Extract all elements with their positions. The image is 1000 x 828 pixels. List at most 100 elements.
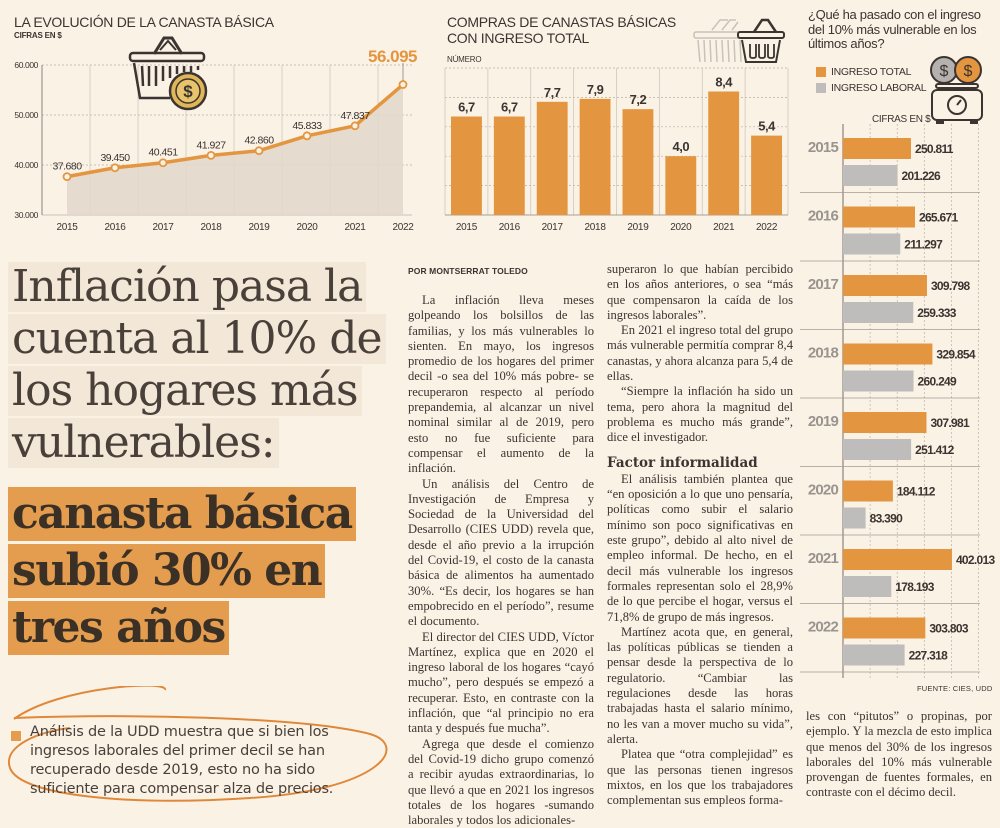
data-label-highlight: 56.095	[368, 47, 417, 66]
paragraph: les con “pitutos” o propinas, por ejempl…	[806, 709, 992, 800]
bar-ingreso-total	[843, 480, 893, 502]
bar	[622, 109, 654, 215]
paragraph: Martínez acota que, en general, las polí…	[607, 624, 793, 746]
paragraph: El análisis también plantea que “en opos…	[607, 471, 793, 624]
data-point	[158, 158, 168, 168]
category-label: 2018	[808, 345, 839, 362]
data-point	[350, 121, 360, 131]
chart-source: FUENTE: CIES, UDD	[917, 684, 993, 693]
article-column-1: La inflación lleva meses golpeando los b…	[408, 293, 594, 828]
headline-bold-line: canasta básica	[8, 487, 356, 541]
headline-line: los hogares más	[8, 366, 362, 416]
data-label: 5,4	[758, 119, 776, 134]
bar-ingreso-laboral	[843, 507, 866, 529]
bar-ingreso-laboral	[843, 302, 914, 323]
x-tick-label: 2015	[56, 222, 78, 233]
category-label: 2019	[808, 413, 839, 430]
data-label: 329.854	[936, 348, 976, 362]
data-label: 6,7	[501, 100, 518, 115]
data-label: 250.811	[915, 142, 954, 156]
bar-ingreso-total	[843, 206, 915, 228]
data-label: 211.297	[904, 238, 943, 252]
data-label: 251.412	[915, 443, 955, 457]
data-label: 4,0	[673, 139, 690, 154]
data-label: 259.333	[917, 306, 957, 320]
data-label: 309.798	[931, 279, 971, 293]
data-point	[254, 146, 264, 156]
y-tick-label: 40.000	[14, 160, 38, 170]
data-label: 6,7	[458, 100, 475, 115]
bar-chart-title: COMPRAS DE CANASTAS BÁSICAS CON INGRESO …	[447, 14, 676, 46]
data-label: 41.927	[196, 139, 226, 151]
x-tick-label: 2015	[456, 222, 478, 233]
data-point	[62, 172, 72, 182]
bar-ingreso-total	[843, 617, 926, 639]
lede-line: suficiente para compensar alza de precio…	[30, 781, 334, 797]
hbar-chart-title: ¿Qué ha pasado con el ingreso del 10% má…	[808, 7, 981, 51]
bar-ingreso-total	[843, 138, 911, 159]
paragraph: La inflación lleva meses golpeando los b…	[408, 293, 594, 476]
x-tick-label: 2022	[392, 222, 414, 233]
x-tick-label: 2019	[248, 222, 270, 233]
svg-text:$: $	[183, 82, 193, 101]
y-tick-label: 30.000	[14, 210, 38, 220]
data-label: 40.451	[148, 147, 178, 159]
bar-ingreso-total	[843, 412, 927, 433]
legend-label: INGRESO LABORAL	[831, 82, 927, 94]
bar-chart-subtitle: NÚMERO	[447, 55, 482, 64]
x-tick-label: 2017	[542, 222, 564, 233]
x-tick-label: 2016	[499, 222, 521, 233]
paragraph: Agrega que desde el comienzo del Covid-1…	[408, 736, 594, 828]
legend-item-ingreso-laboral: INGRESO LABORAL	[816, 80, 927, 96]
bar	[665, 156, 697, 215]
bar	[751, 135, 782, 215]
data-label: 307.981	[930, 416, 970, 430]
x-tick-label: 2022	[756, 222, 778, 233]
x-tick-label: 2020	[670, 222, 692, 233]
y-tick-label: 50.000	[14, 110, 38, 120]
headline-bold-line: subió 30% en	[8, 544, 326, 598]
bar-chart-title-line1: COMPRAS DE CANASTAS BÁSICAS	[447, 14, 676, 30]
headline-line: Inflación pasa la	[8, 262, 367, 312]
line-chart-subtitle: CIFRAS EN $	[14, 31, 62, 40]
bar-ingreso-laboral	[843, 439, 912, 460]
data-label: 201.226	[902, 169, 942, 183]
bar	[708, 91, 740, 215]
data-label: 47.837	[340, 110, 370, 122]
subhead: Factor informalidad	[607, 454, 758, 471]
category-label: 2015	[808, 139, 839, 156]
data-point	[302, 131, 312, 141]
line-chart: 30.000 40.000 50.000 60.000 37.680 2015 39.450…	[14, 47, 417, 233]
data-label: 37.680	[52, 161, 82, 173]
coins-scale-icon: $ $	[930, 56, 983, 124]
category-label: 2017	[808, 276, 839, 293]
data-label: 178.193	[895, 580, 935, 594]
data-label: 83.390	[870, 512, 904, 526]
data-label: 45.833	[292, 120, 322, 132]
area-fill	[67, 84, 403, 216]
bar-ingreso-laboral	[843, 644, 905, 666]
legend-swatch-orange	[816, 67, 826, 77]
baskets-motion-icon	[693, 18, 785, 63]
data-label: 8,4	[715, 75, 733, 90]
data-label: 42.860	[244, 135, 274, 147]
lede: Análisis de la UDD muestra que si bien l…	[30, 723, 400, 799]
data-label: 7,9	[587, 82, 604, 97]
bar-ingreso-laboral	[843, 576, 892, 597]
legend-swatch-gray	[816, 83, 826, 93]
data-label: 303.803	[929, 622, 969, 636]
headline-bold: canasta básica subió 30% en tres años	[8, 487, 398, 658]
headline-light: Inflación pasa la cuenta al 10% de los h…	[8, 262, 398, 470]
bar	[451, 116, 482, 215]
x-tick-label: 2018	[200, 222, 222, 233]
svg-text:$: $	[940, 63, 949, 80]
bar-ingreso-total	[843, 343, 933, 365]
legend-item-ingreso-total: INGRESO TOTAL	[816, 64, 926, 80]
headline-line: cuenta al 10% de	[8, 314, 386, 364]
data-label: 260.249	[918, 375, 958, 389]
data-label: 7,2	[630, 92, 647, 107]
bar-ingreso-total	[843, 549, 952, 570]
data-label: 227.318	[909, 649, 949, 663]
data-label: 7,7	[544, 85, 561, 100]
paragraph: El director del CIES UDD, Víctor Martíne…	[408, 629, 594, 736]
